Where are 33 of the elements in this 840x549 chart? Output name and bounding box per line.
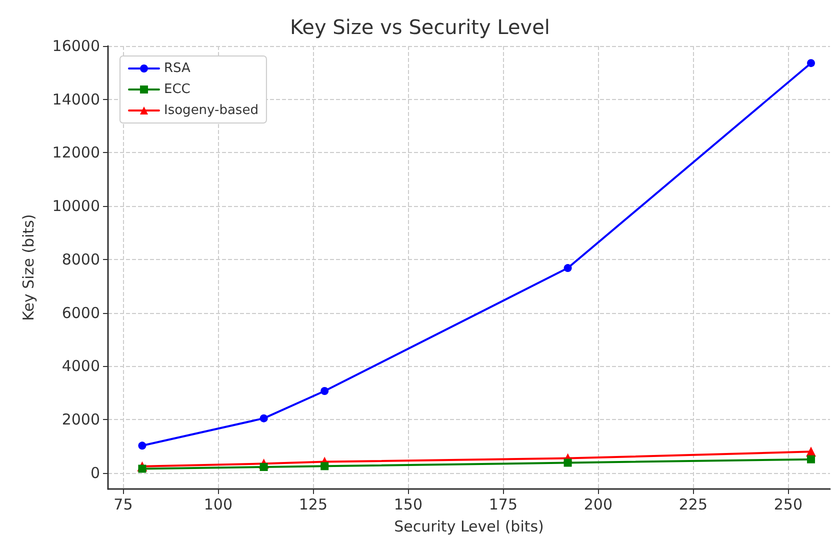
point: [138, 442, 146, 450]
point: [260, 463, 268, 472]
y-tick-label: 12000: [52, 144, 100, 162]
y-tick-label: 0: [90, 464, 100, 482]
y-tick-label: 8000: [62, 250, 100, 268]
chart-title: Key Size vs Security Level: [290, 15, 550, 39]
x-tick-label: 75: [114, 496, 133, 514]
x-tick-label: 100: [204, 496, 233, 514]
y-axis-title: Key Size (bits): [20, 214, 38, 321]
y-tick-label: 6000: [62, 304, 100, 322]
x-tick-label: 150: [394, 496, 423, 514]
legend-label: RSA: [164, 61, 191, 76]
point: [807, 59, 815, 68]
x-axis-title: Security Level (bits): [394, 518, 544, 536]
point: [320, 387, 329, 396]
point: [260, 414, 268, 422]
x-tick-label: 200: [584, 496, 613, 514]
y-tick-label: 16000: [52, 37, 100, 55]
point: [564, 264, 572, 272]
y-tick-label: 14000: [52, 90, 100, 108]
y-tick-label: 2000: [62, 410, 100, 429]
point: [138, 464, 146, 473]
point: [320, 462, 329, 470]
x-tick-label: 125: [298, 496, 328, 514]
y-tick-label: 10000: [52, 197, 100, 216]
legend-label: ECC: [164, 82, 190, 97]
y-tick-label: 4000: [62, 357, 100, 376]
point: [564, 458, 572, 467]
x-tick-label: 225: [678, 496, 708, 514]
point: [807, 455, 815, 464]
x-tick-label: 175: [488, 496, 518, 514]
x-tick-label: 250: [774, 496, 803, 514]
legend-label: Isogeny-based: [164, 103, 258, 118]
